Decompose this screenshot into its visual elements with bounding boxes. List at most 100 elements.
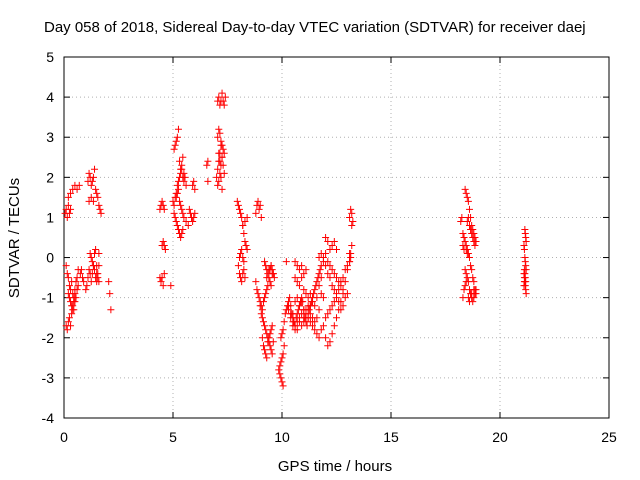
data-point: [178, 229, 186, 237]
data-point: [520, 246, 528, 254]
data-point: [160, 270, 168, 278]
data-point: [234, 262, 242, 270]
x-tick-label: 0: [60, 429, 68, 445]
data-point: [190, 213, 198, 221]
data-point: [328, 282, 336, 290]
data-point: [285, 302, 293, 310]
data-point: [241, 274, 249, 282]
data-point: [280, 342, 288, 350]
data-point: [190, 177, 198, 185]
data-point: [189, 181, 197, 189]
data-point: [263, 274, 271, 282]
data-point: [64, 193, 72, 201]
data-point: [343, 266, 351, 274]
data-point: [173, 133, 181, 141]
data-point: [87, 181, 95, 189]
data-point: [459, 229, 467, 237]
data-point: [167, 282, 175, 290]
data-point: [339, 290, 347, 298]
data-point: [72, 278, 80, 286]
data-point: [259, 318, 267, 326]
chart-title: Day 058 of 2018, Sidereal Day-to-day VTE…: [44, 19, 586, 36]
data-point: [242, 242, 250, 250]
data-point: [266, 342, 274, 350]
plot-frame: [63, 56, 610, 419]
data-point: [322, 250, 330, 258]
data-point: [217, 173, 225, 181]
data-point: [106, 290, 114, 298]
data-point: [159, 201, 167, 209]
data-point: [258, 306, 266, 314]
data-point: [289, 310, 297, 318]
data-point: [215, 93, 223, 101]
data-point: [218, 153, 226, 161]
data-point: [157, 278, 165, 286]
data-point: [253, 286, 261, 294]
data-point: [295, 282, 303, 290]
data-point: [62, 262, 70, 270]
data-point: [218, 89, 226, 97]
data-point: [461, 185, 469, 193]
data-point: [239, 254, 247, 262]
data-point: [263, 286, 271, 294]
data-point: [64, 201, 72, 209]
data-point: [204, 157, 212, 165]
data-point: [85, 169, 93, 177]
data-point: [95, 250, 103, 258]
data-point: [313, 278, 321, 286]
data-point: [337, 282, 345, 290]
data-point: [315, 334, 323, 342]
data-point: [324, 238, 332, 246]
data-point: [64, 318, 72, 326]
data-point: [64, 274, 72, 282]
data-point: [341, 278, 349, 286]
data-point: [73, 185, 81, 193]
data-point: [75, 181, 83, 189]
data-point: [176, 197, 184, 205]
data-point: [176, 157, 184, 165]
data-point: [218, 141, 226, 149]
data-point: [63, 326, 71, 334]
data-point: [319, 294, 327, 302]
data-point: [171, 213, 179, 221]
data-point: [170, 209, 178, 217]
data-point: [73, 286, 81, 294]
data-point: [172, 137, 180, 145]
data-point: [178, 205, 186, 213]
data-point: [97, 209, 105, 217]
data-point: [184, 221, 192, 229]
data-point: [326, 262, 334, 270]
data-point: [322, 334, 330, 342]
data-point: [471, 242, 479, 250]
data-point: [306, 302, 314, 310]
data-point: [240, 258, 248, 266]
data-point: [461, 282, 469, 290]
data-point: [268, 266, 276, 274]
data-point: [463, 274, 471, 282]
data-point: [267, 282, 275, 290]
data-point: [467, 262, 475, 270]
data-point: [84, 274, 92, 282]
data-point: [158, 197, 166, 205]
data-point: [346, 258, 354, 266]
data-point: [311, 326, 319, 334]
data-point: [252, 209, 260, 217]
data-point: [88, 258, 96, 266]
data-point: [458, 213, 466, 221]
data-point: [68, 310, 76, 318]
data-point: [295, 266, 303, 274]
data-point: [462, 246, 470, 254]
data-point: [293, 318, 301, 326]
data-point: [89, 197, 97, 205]
data-point: [348, 242, 356, 250]
data-point: [319, 322, 327, 330]
data-point: [70, 298, 78, 306]
data-point: [333, 246, 340, 254]
data-point: [291, 298, 299, 306]
data-point: [237, 209, 245, 217]
x-tick-label: 25: [601, 429, 617, 445]
data-point: [257, 310, 265, 318]
data-point: [457, 217, 465, 225]
data-point: [461, 266, 469, 274]
